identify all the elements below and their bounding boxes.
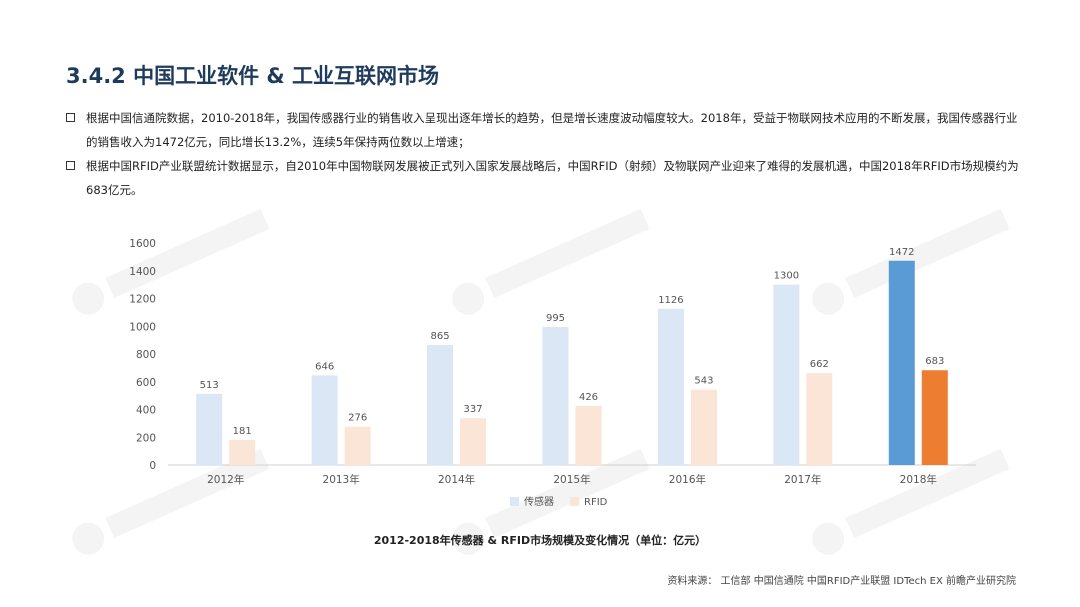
- data-label: 646: [315, 361, 334, 372]
- y-tick-label: 800: [136, 349, 156, 361]
- source-note: 资料来源： 工信部 中国信通院 中国RFID产业联盟 IDTech EX 前瞻产…: [667, 576, 1016, 587]
- data-label: 662: [810, 359, 829, 370]
- y-tick-label: 1600: [129, 238, 156, 250]
- bar-rfid: [690, 389, 717, 465]
- bar-sensor: [311, 375, 338, 465]
- data-label: 1472: [889, 247, 914, 258]
- bar-sensor: [427, 344, 454, 465]
- x-tick-label: 2013年: [323, 473, 360, 486]
- data-label: 513: [200, 380, 219, 391]
- data-label: 1126: [658, 295, 683, 306]
- bar-rfid: [575, 405, 602, 465]
- data-label: 1300: [774, 271, 799, 282]
- watermark-logo: [72, 448, 270, 555]
- bar-sensor: [657, 308, 684, 465]
- bar-rfid: [229, 439, 256, 465]
- x-tick-label: 2018年: [900, 473, 937, 486]
- y-tick-label: 1400: [129, 266, 156, 278]
- x-tick-label: 2012年: [207, 473, 244, 486]
- data-label: 181: [233, 426, 252, 437]
- data-label: 995: [546, 313, 565, 324]
- data-label: 865: [431, 331, 450, 342]
- bar-sensor: [542, 326, 569, 465]
- data-label: 337: [464, 404, 483, 415]
- watermark-logo: [452, 448, 650, 555]
- bullet-text: 根据中国信通院数据，2010-2018年，我国传感器行业的销售收入呈现出逐年增长…: [86, 111, 1018, 149]
- y-tick-label: 600: [136, 377, 156, 389]
- page-title: 3.4.2 中国工业软件 & 工业互联网市场: [66, 64, 440, 88]
- legend-swatch: [510, 497, 519, 506]
- checkbox-bullet-icon: [66, 161, 75, 170]
- watermark-logo: [72, 208, 270, 315]
- data-label: 276: [348, 413, 367, 424]
- legend-label: RFID: [584, 497, 608, 508]
- x-tick-label: 2017年: [784, 473, 821, 486]
- bar-rfid: [344, 426, 371, 465]
- data-label: 683: [925, 356, 944, 367]
- chart-title: 2012-2018年传感器 & RFID市场规模及变化情况（单位：亿元）: [373, 534, 707, 547]
- y-tick-label: 0: [149, 460, 156, 472]
- bullet-item: 根据中国RFID产业联盟统计数据显示，自2010年中国物联网发展被正式列入国家发…: [66, 154, 1026, 202]
- watermark-logo: [812, 208, 1010, 315]
- bar-sensor: [773, 284, 800, 465]
- bar-rfid: [806, 373, 833, 465]
- x-tick-label: 2015年: [553, 473, 590, 486]
- y-tick-label: 1200: [129, 294, 156, 306]
- watermark-logo: [812, 448, 1010, 555]
- y-tick-label: 1000: [129, 321, 156, 333]
- bar-sensor: [888, 260, 915, 465]
- bar-rfid: [921, 370, 948, 465]
- checkbox-bullet-icon: [66, 113, 75, 122]
- bullet-list: 根据中国信通院数据，2010-2018年，我国传感器行业的销售收入呈现出逐年增长…: [66, 106, 1026, 202]
- bullet-item: 根据中国信通院数据，2010-2018年，我国传感器行业的销售收入呈现出逐年增长…: [66, 106, 1026, 154]
- data-label: 543: [694, 376, 713, 387]
- watermark-logo: [452, 208, 650, 315]
- legend-swatch: [570, 497, 579, 506]
- y-tick-label: 400: [136, 405, 156, 417]
- bar-sensor: [196, 393, 223, 465]
- x-tick-label: 2014年: [438, 473, 475, 486]
- legend-label: 传感器: [524, 495, 554, 508]
- y-tick-label: 200: [136, 432, 156, 444]
- bullet-text: 根据中国RFID产业联盟统计数据显示，自2010年中国物联网发展被正式列入国家发…: [86, 159, 1019, 197]
- data-label: 426: [579, 392, 598, 403]
- bar-rfid: [460, 418, 487, 465]
- bar-chart: 0 200 400 600 800 1000 1200 1400 1600 513 181 2012年…: [129, 238, 976, 508]
- x-tick-label: 2016年: [669, 473, 706, 486]
